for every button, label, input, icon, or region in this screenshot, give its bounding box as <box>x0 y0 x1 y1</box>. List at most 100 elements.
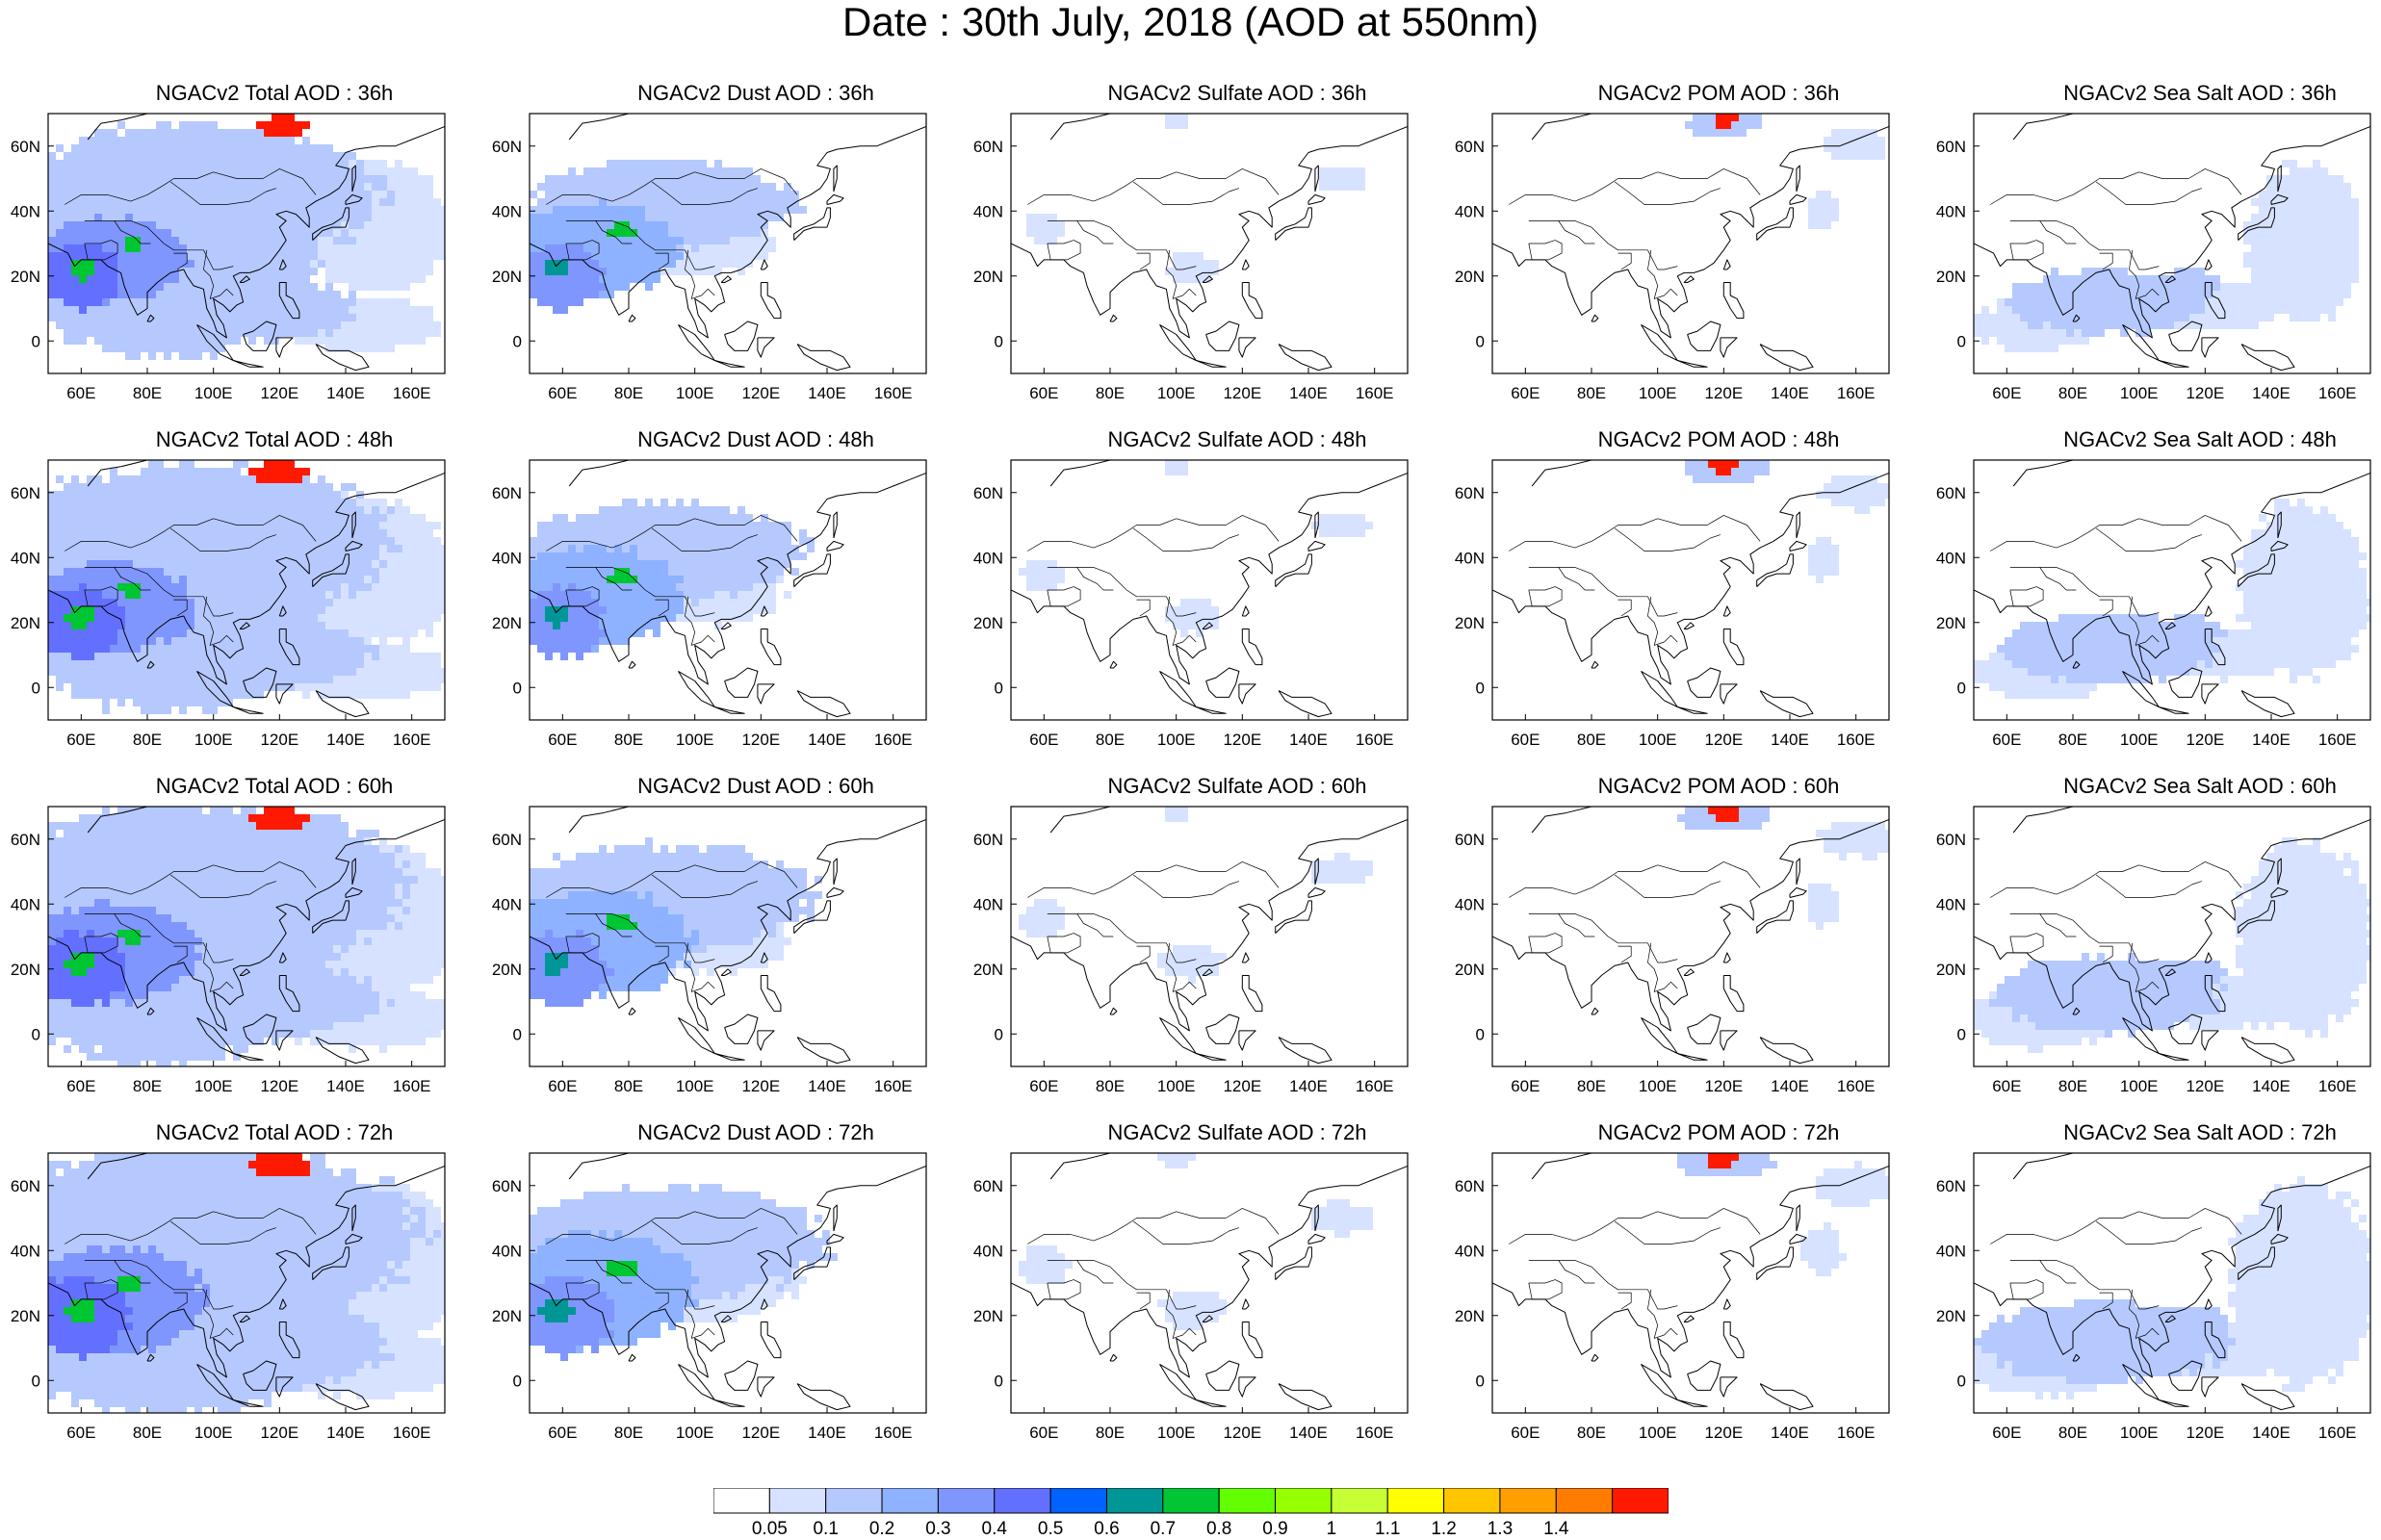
y-tick-label: 60N <box>973 831 1003 849</box>
colorbar-label: 0.2 <box>869 1519 894 1540</box>
x-tick-label: 160E <box>1837 384 1876 402</box>
y-tick-label: 20N <box>1455 614 1485 632</box>
colorbar-swatch <box>1163 1488 1219 1513</box>
x-tick-label: 120E <box>1223 1077 1261 1095</box>
x-tick-label: 160E <box>1837 1077 1876 1095</box>
x-tick-label: 120E <box>260 1424 298 1442</box>
x-tick-label: 140E <box>808 1424 846 1442</box>
x-tick-label: 120E <box>1704 1424 1743 1442</box>
y-tick-label: 40N <box>11 895 40 913</box>
x-tick-label: 100E <box>2120 1424 2159 1442</box>
colorbar-swatch <box>995 1488 1050 1513</box>
x-tick-label: 140E <box>1289 731 1328 749</box>
x-tick-label: 140E <box>1771 731 1809 749</box>
y-tick-label: 40N <box>492 202 522 220</box>
colorbar-swatch <box>826 1488 882 1513</box>
panel-title: NGACv2 Sulfate AOD : 72h <box>1011 1120 1463 1145</box>
x-tick-label: 140E <box>1771 1077 1809 1095</box>
x-tick-label: 100E <box>1157 731 1196 749</box>
x-tick-label: 100E <box>1639 731 1677 749</box>
x-tick-label: 100E <box>1639 1424 1677 1442</box>
y-tick-label: 20N <box>492 961 522 979</box>
x-tick-label: 120E <box>1704 1077 1743 1095</box>
colorbar-label: 0.3 <box>925 1519 950 1540</box>
panel-title: NGACv2 Sea Salt AOD : 36h <box>1974 81 2381 106</box>
y-tick-label: 0 <box>32 1372 40 1390</box>
y-tick-label: 40N <box>1936 202 1966 220</box>
y-tick-label: 0 <box>995 1372 1003 1390</box>
x-tick-label: 80E <box>2058 384 2087 402</box>
colorbar-swatch <box>1106 1488 1162 1513</box>
x-tick-label: 160E <box>393 731 431 749</box>
x-tick-label: 120E <box>741 384 780 402</box>
x-tick-label: 60E <box>548 731 577 749</box>
aod-field <box>1492 1153 1893 1410</box>
map-frame <box>1492 114 1889 373</box>
y-tick-label: 60N <box>11 1177 40 1195</box>
x-tick-label: 140E <box>808 731 846 749</box>
x-tick-label: 100E <box>1157 384 1196 402</box>
y-tick-label: 0 <box>1957 1372 1966 1390</box>
y-tick-label: 60N <box>492 1177 522 1195</box>
y-tick-label: 0 <box>513 332 522 350</box>
panel-title: NGACv2 Sulfate AOD : 60h <box>1011 774 1463 799</box>
y-tick-label: 20N <box>1455 268 1485 286</box>
y-tick-label: 20N <box>973 1307 1003 1325</box>
x-tick-label: 100E <box>194 731 233 749</box>
aod-field <box>530 1153 926 1410</box>
x-tick-label: 100E <box>2120 384 2159 402</box>
y-tick-label: 0 <box>995 332 1003 350</box>
x-tick-label: 60E <box>66 1077 95 1095</box>
colorbar-swatch <box>1556 1488 1612 1513</box>
panel-title: NGACv2 Total AOD : 48h <box>48 427 501 452</box>
colorbar-label: 1.3 <box>1488 1519 1513 1540</box>
y-tick-label: 40N <box>492 1242 522 1260</box>
y-tick-label: 0 <box>513 679 522 697</box>
y-tick-label: 20N <box>1455 1307 1485 1325</box>
x-tick-label: 140E <box>2252 384 2290 402</box>
x-tick-label: 160E <box>874 384 913 402</box>
x-tick-label: 100E <box>2120 731 2159 749</box>
y-tick-label: 40N <box>973 549 1003 567</box>
x-tick-label: 60E <box>548 1424 577 1442</box>
colorbar-swatch <box>1332 1488 1387 1513</box>
x-tick-label: 120E <box>1223 384 1261 402</box>
x-tick-label: 120E <box>1223 731 1261 749</box>
y-tick-label: 60N <box>1936 484 1966 502</box>
x-tick-label: 120E <box>2186 1424 2224 1442</box>
x-tick-label: 80E <box>1096 731 1125 749</box>
y-tick-label: 0 <box>32 1025 40 1043</box>
map-frame <box>1011 1153 1408 1413</box>
y-tick-label: 0 <box>32 332 40 350</box>
y-tick-label: 0 <box>995 679 1003 697</box>
y-tick-label: 0 <box>1476 332 1485 350</box>
x-tick-label: 160E <box>2318 1424 2357 1442</box>
y-tick-label: 40N <box>11 1242 40 1260</box>
panel-title: NGACv2 POM AOD : 36h <box>1492 81 1945 106</box>
aod-field <box>1492 807 1893 1064</box>
colorbar-label: 0.6 <box>1094 1519 1119 1540</box>
y-tick-label: 40N <box>1455 895 1485 913</box>
aod-field <box>1492 460 1893 717</box>
x-tick-label: 100E <box>676 384 714 402</box>
aod-field <box>1974 114 2370 371</box>
aod-field <box>48 114 449 371</box>
x-tick-label: 80E <box>614 1424 643 1442</box>
map-frame <box>1011 807 1408 1066</box>
x-tick-label: 100E <box>194 1077 233 1095</box>
x-tick-label: 80E <box>1577 731 1606 749</box>
